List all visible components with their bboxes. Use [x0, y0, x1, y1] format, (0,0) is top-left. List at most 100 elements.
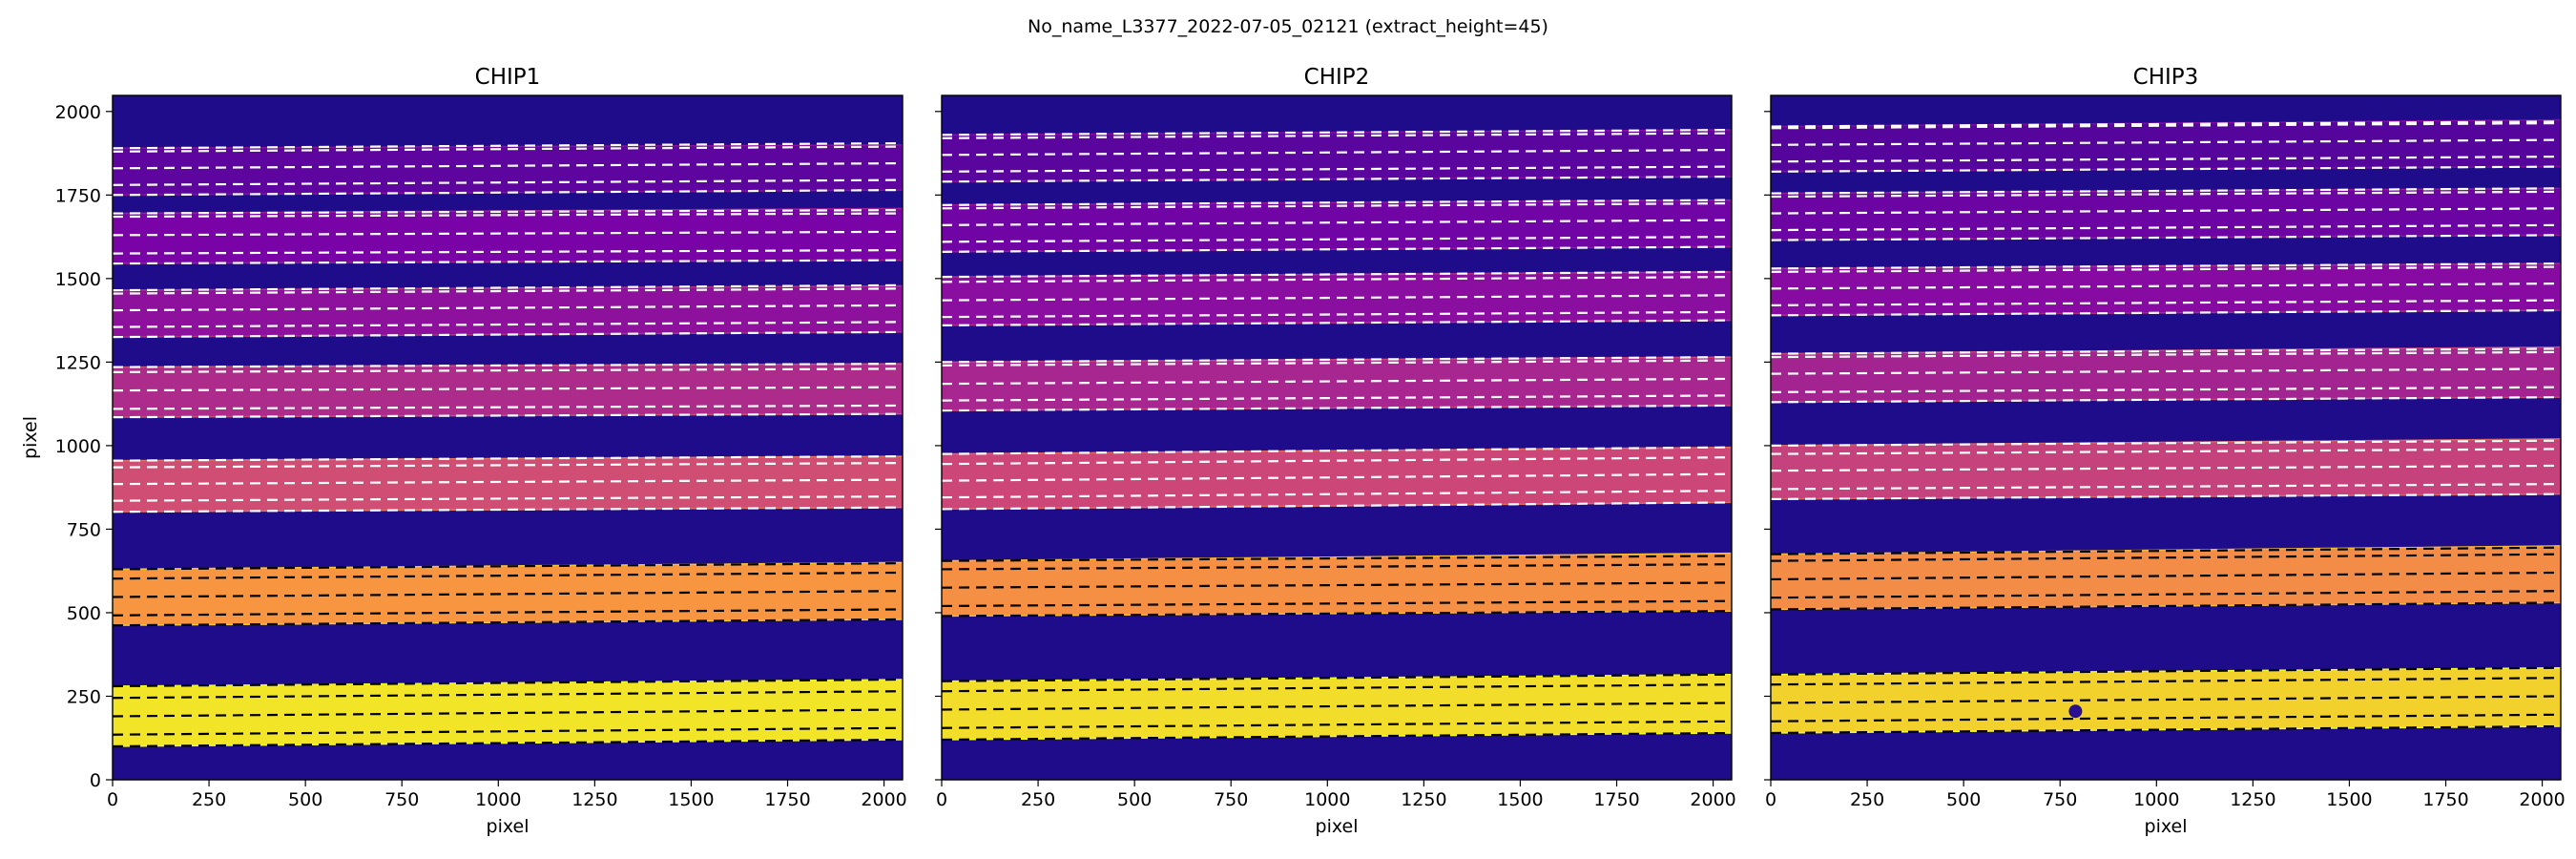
trace-line: [113, 248, 903, 255]
x-tick-label: 1250: [1401, 789, 1446, 810]
panel-title: CHIP3: [2133, 65, 2199, 90]
order-edge-line: [113, 208, 903, 215]
trace-line: [942, 377, 1732, 386]
trace-line: [1771, 207, 2561, 215]
trace-line: [113, 590, 903, 598]
x-tick-label: 2000: [861, 789, 906, 810]
order-edge-line: [1771, 601, 2561, 611]
order-edge-line: [1771, 546, 2561, 555]
trace-line: [942, 359, 1732, 367]
spectral-order-3: [113, 455, 903, 513]
trace-line: [1771, 367, 2561, 375]
trace-line: [1771, 138, 2561, 146]
order-edge-line: [1771, 309, 2561, 317]
order-edge-line: [1771, 262, 2561, 270]
trace-line: [942, 148, 1732, 157]
order-band: [942, 129, 1732, 183]
order-edge-line: [113, 363, 903, 368]
order-edge-line: [942, 128, 1732, 136]
y-tick-label: 250: [67, 686, 101, 707]
order-band: [113, 284, 903, 338]
x-tick-label: 750: [1214, 789, 1248, 810]
order-edge-line: [942, 245, 1732, 253]
x-tick-label: 1750: [764, 789, 810, 810]
order-band: [1771, 262, 2561, 317]
trace-line: [113, 287, 903, 295]
image-background: [113, 95, 903, 780]
order-band: [1771, 118, 2561, 173]
order-edge-line: [113, 455, 903, 462]
trace-line: [113, 608, 903, 617]
trace-line: [1771, 223, 2561, 232]
spectral-order-1: [113, 678, 903, 748]
order-edge-line: [113, 330, 903, 339]
trace-line: [1771, 121, 2561, 130]
trace-line: [113, 726, 903, 736]
x-tick-label: 250: [1021, 789, 1055, 810]
trace-line: [1771, 265, 2561, 273]
x-tick-label: 250: [1850, 789, 1884, 810]
spectral-order-7: [113, 141, 903, 197]
figure-suptitle: No_name_L3377_2022-07-05_02121 (extract_…: [1028, 16, 1548, 37]
x-tick-label: 750: [2043, 789, 2077, 810]
order-edge-line: [942, 501, 1732, 511]
order-edge-line: [1771, 234, 2561, 241]
x-tick-label: 250: [192, 789, 226, 810]
order-edge-line: [1771, 396, 2561, 404]
trace-line: [113, 571, 903, 580]
trace-line: [113, 178, 903, 186]
x-tick-label: 1750: [2422, 789, 2468, 810]
x-tick-label: 1500: [1497, 789, 1543, 810]
trace-line: [942, 490, 1732, 499]
order-edge-line: [942, 270, 1732, 279]
y-tick-label: 2000: [55, 102, 101, 123]
spectral-order-1: [942, 673, 1732, 742]
order-band: [942, 356, 1732, 411]
spectral-order-6: [1771, 187, 2561, 241]
trace-line: [942, 599, 1732, 608]
trace-line: [942, 456, 1732, 466]
trace-line: [113, 367, 903, 373]
order-edge-line: [1771, 724, 2561, 735]
trace-line: [113, 145, 903, 153]
order-edge-line: [113, 506, 903, 513]
trace-line: [113, 321, 903, 328]
spectral-order-7: [942, 128, 1732, 183]
order-edge-line: [113, 678, 903, 688]
trace-line: [113, 161, 903, 170]
x-tick-label: 1000: [2133, 789, 2179, 810]
y-tick-label: 1250: [55, 352, 101, 373]
bad-pixel-spot: [2068, 704, 2083, 719]
order-band: [113, 363, 903, 418]
trace-line: [1771, 155, 2561, 163]
y-tick-label: 0: [90, 770, 101, 791]
trace-line: [113, 212, 903, 219]
trace-line: [1771, 571, 2561, 581]
x-axis-label: pixel: [487, 816, 530, 837]
trace-line: [942, 394, 1732, 402]
x-tick-label: 500: [288, 789, 322, 810]
panel-chip3: 0 250 500 750 1000 1250 1500 1750 2000 CHIP3 pixel: [1764, 65, 2566, 837]
spectral-order-5: [113, 283, 903, 339]
order-band: [1771, 187, 2561, 241]
spectral-order-2: [113, 561, 903, 627]
order-edge-line: [113, 562, 903, 571]
order-edge-line: [942, 404, 1732, 412]
trace-line: [1771, 386, 2561, 393]
order-band: [942, 199, 1732, 253]
x-tick-label: 0: [1765, 789, 1776, 810]
trace-line: [1771, 713, 2561, 723]
order-edge-line: [1771, 120, 2561, 128]
axes-frame: [941, 94, 1733, 781]
x-tick-label: 500: [1117, 789, 1152, 810]
spectral-order-6: [942, 199, 1732, 253]
y-tick-label: 750: [67, 519, 101, 540]
trace-line: [1771, 283, 2561, 290]
y-tick-label: 500: [67, 603, 101, 624]
chip-panels: 0 250 500 750 1000 1250 1500 1750 2000 0 250 500 750…: [20, 65, 2566, 837]
spectral-order-3: [942, 446, 1732, 511]
trace-line: [942, 702, 1732, 711]
panel-title: CHIP2: [1304, 65, 1370, 90]
x-axis-label: pixel: [2145, 816, 2188, 837]
